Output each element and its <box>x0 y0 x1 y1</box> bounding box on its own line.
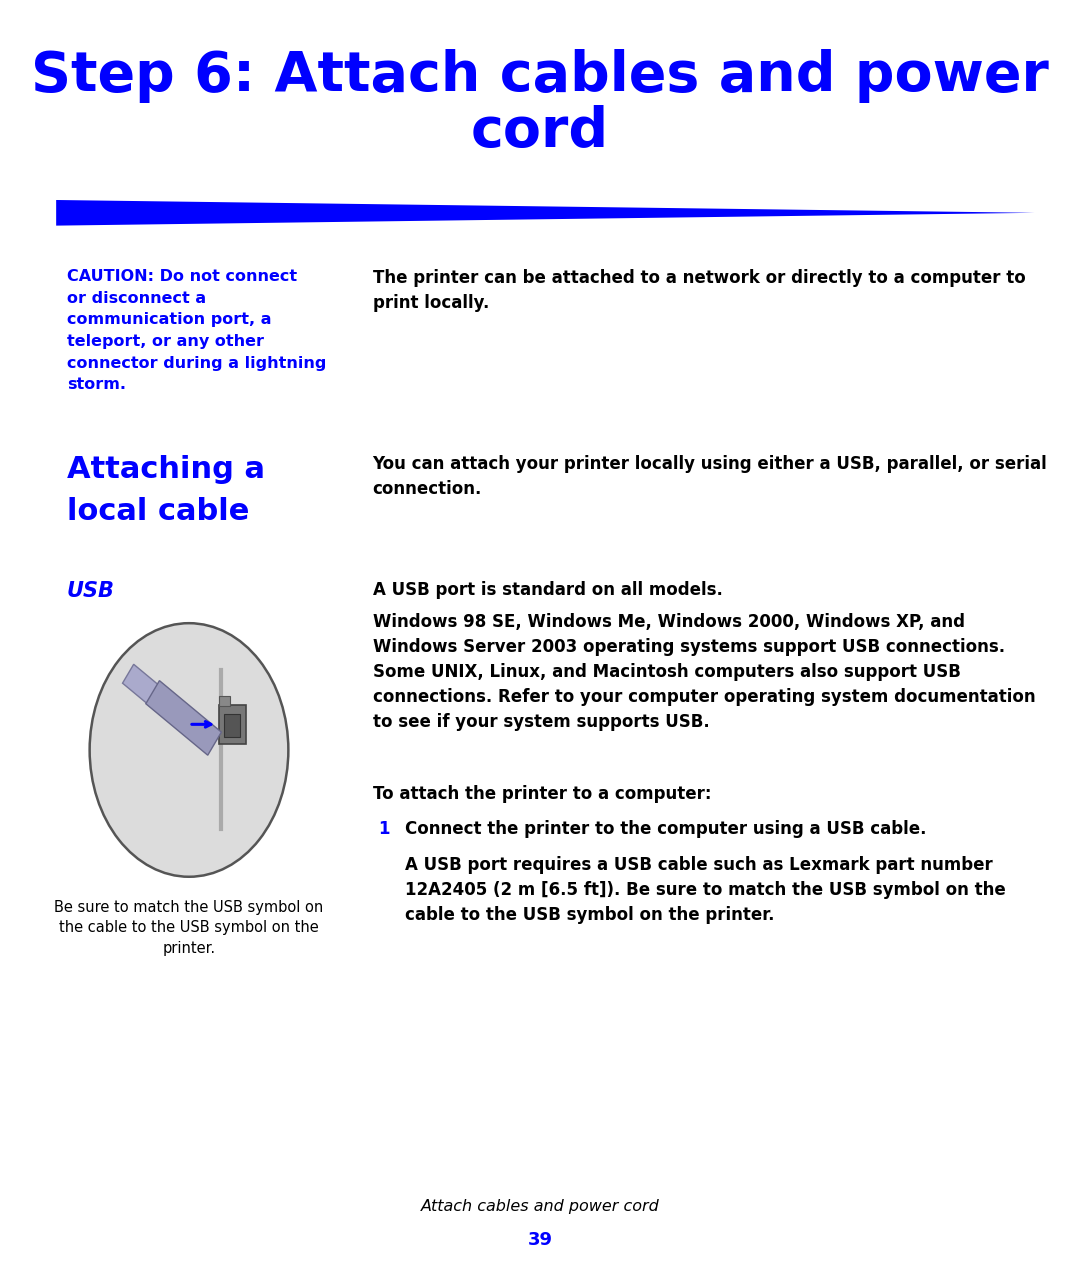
Text: The printer can be attached to a network or directly to a computer to
print loca: The printer can be attached to a network… <box>373 269 1025 313</box>
Text: Be sure to match the USB symbol on
the cable to the USB symbol on the
printer.: Be sure to match the USB symbol on the c… <box>54 900 324 956</box>
Ellipse shape <box>90 623 288 877</box>
Polygon shape <box>56 200 1035 226</box>
Text: Step 6: Attach cables and power: Step 6: Attach cables and power <box>31 49 1049 103</box>
FancyBboxPatch shape <box>224 714 240 737</box>
Polygon shape <box>122 664 170 713</box>
Text: Attach cables and power cord: Attach cables and power cord <box>420 1199 660 1214</box>
Text: 1: 1 <box>378 820 390 838</box>
Text: A USB port requires a USB cable such as Lexmark part number
12A2405 (2 m [6.5 ft: A USB port requires a USB cable such as … <box>405 856 1005 924</box>
Text: Connect the printer to the computer using a USB cable.: Connect the printer to the computer usin… <box>405 820 927 838</box>
Text: CAUTION: Do not connect
or disconnect a
communication port, a
teleport, or any o: CAUTION: Do not connect or disconnect a … <box>67 269 326 392</box>
FancyBboxPatch shape <box>219 696 230 706</box>
Text: cord: cord <box>471 105 609 159</box>
Text: local cable: local cable <box>67 497 249 527</box>
Text: Attaching a: Attaching a <box>67 455 265 485</box>
Polygon shape <box>146 681 221 755</box>
Text: 39: 39 <box>527 1231 553 1249</box>
Text: Windows 98 SE, Windows Me, Windows 2000, Windows XP, and
Windows Server 2003 ope: Windows 98 SE, Windows Me, Windows 2000,… <box>373 613 1036 731</box>
Text: You can attach your printer locally using either a USB, parallel, or serial
conn: You can attach your printer locally usin… <box>373 455 1048 499</box>
Text: USB: USB <box>67 581 114 601</box>
Text: To attach the printer to a computer:: To attach the printer to a computer: <box>373 785 711 803</box>
FancyBboxPatch shape <box>219 705 246 744</box>
Text: A USB port is standard on all models.: A USB port is standard on all models. <box>373 581 723 599</box>
